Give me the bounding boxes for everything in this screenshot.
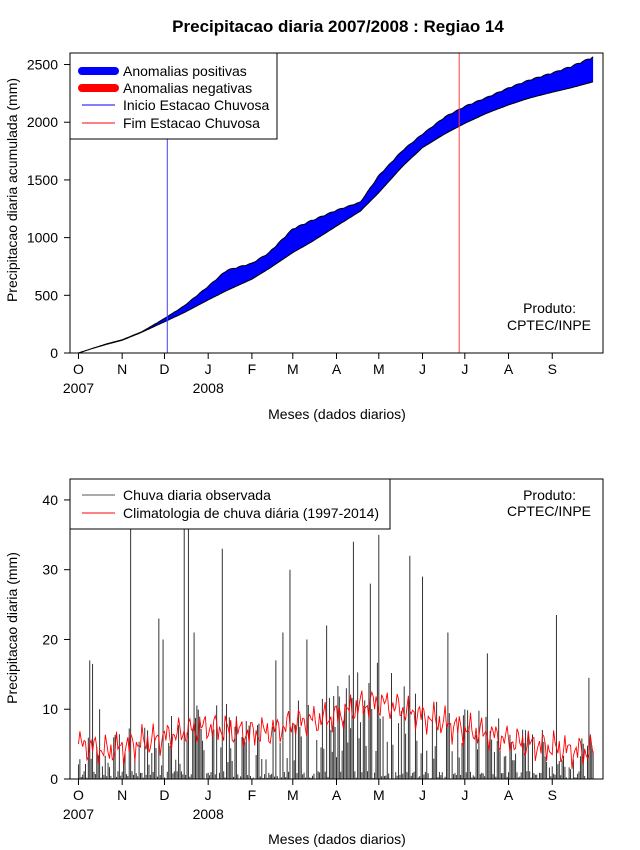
daily-chart: 0 10 20 30 40 O N D J F M A M J J A S 2007 2008 Precipita…	[4, 478, 604, 847]
x-tick-label: F	[248, 361, 257, 377]
x-axis: O N D J F M A M J J A S 2007 2008	[63, 779, 557, 822]
x-tick-label: O	[73, 787, 84, 803]
credit-line-2: CPTEC/INPE	[507, 503, 591, 519]
x-tick-label: D	[159, 787, 169, 803]
climatology-line	[78, 690, 594, 769]
credit-line-1: Produto:	[523, 300, 576, 316]
y-axis-label: Precipitacao diaria (mm)	[4, 552, 20, 704]
chart-title: Precipitacao diaria 2007/2008 : Regiao 1…	[172, 17, 504, 36]
legend-label-end: Fim Estacao Chuvosa	[123, 115, 260, 131]
credit-line-2: CPTEC/INPE	[507, 317, 591, 333]
y-tick-label: 1000	[27, 230, 58, 246]
x-axis-label: Meses (dados diarios)	[268, 831, 406, 847]
x-tick-label: J	[461, 361, 468, 377]
legend: Anomalias positivas Anomalias negativas …	[69, 52, 278, 140]
x-axis: O N D J F M A M J J A S 2007 2008	[63, 353, 557, 396]
x-tick-label: J	[461, 787, 468, 803]
legend-box	[69, 478, 391, 530]
y-tick-label: 2000	[27, 114, 58, 130]
x-tick-label: S	[548, 787, 557, 803]
y-tick-label: 0	[50, 345, 58, 361]
x-tick-label: M	[287, 361, 299, 377]
x-tick-label: A	[332, 787, 342, 803]
y-tick-label: 10	[42, 701, 58, 717]
y-axis-label: Precipitacao diaria acumulada (mm)	[4, 78, 20, 302]
x-tick-label: M	[373, 787, 385, 803]
x-tick-label: A	[504, 787, 514, 803]
y-axis: 0 10 20 30 40	[42, 492, 70, 787]
x-tick-label: A	[504, 361, 514, 377]
y-tick-label: 40	[42, 492, 58, 508]
x-tick-label: M	[373, 361, 385, 377]
x-tick-label: F	[248, 787, 257, 803]
y-tick-label: 20	[42, 631, 58, 647]
x-tick-label: J	[419, 361, 426, 377]
year-label: 2008	[193, 380, 224, 396]
x-tick-label: D	[159, 361, 169, 377]
x-axis-label: Meses (dados diarios)	[268, 406, 406, 422]
x-tick-label: O	[73, 361, 84, 377]
anomaly-area	[78, 56, 594, 354]
y-tick-label: 1500	[27, 172, 58, 188]
x-tick-label: M	[287, 787, 299, 803]
observed-rain-bars	[77, 479, 594, 779]
y-axis: 0 500 1000 1500 2000 2500	[27, 57, 70, 361]
legend-label-observed: Chuva diaria observada	[123, 487, 271, 503]
climatology-cumulative-line	[78, 81, 594, 354]
x-tick-label: N	[117, 787, 127, 803]
x-tick-label: J	[419, 787, 426, 803]
legend-label-negative: Anomalias negativas	[123, 80, 252, 96]
y-tick-label: 500	[35, 287, 59, 303]
x-tick-label: N	[117, 361, 127, 377]
y-tick-label: 0	[50, 771, 58, 787]
x-tick-label: J	[205, 361, 212, 377]
cumulative-chart: 0 500 1000 1500 2000 2500 O N D J F M A M J J A S 2007 200…	[4, 52, 604, 422]
x-tick-label: S	[548, 361, 557, 377]
y-tick-label: 2500	[27, 57, 58, 73]
year-label: 2007	[63, 806, 94, 822]
year-label: 2008	[193, 806, 224, 822]
credit-line-1: Produto:	[523, 487, 576, 503]
observed-cumulative-line	[78, 56, 594, 354]
legend-label-positive: Anomalias positivas	[123, 63, 247, 79]
y-tick-label: 30	[42, 562, 58, 578]
legend-label-start: Inicio Estacao Chuvosa	[123, 97, 270, 113]
legend: Chuva diaria observada Climatologia de c…	[69, 478, 391, 530]
legend-label-climatology: Climatologia de chuva diária (1997-2014)	[123, 505, 379, 521]
x-tick-label: A	[332, 361, 342, 377]
year-label: 2007	[63, 380, 94, 396]
positive-anomaly-area	[78, 56, 594, 354]
x-tick-label: J	[205, 787, 212, 803]
